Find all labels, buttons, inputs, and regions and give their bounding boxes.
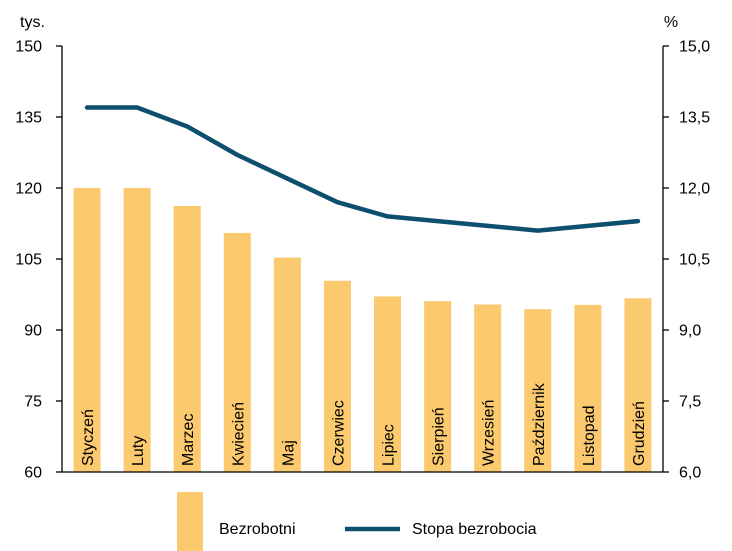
bar [173,205,201,472]
y-tick-label-left: 120 [15,181,42,198]
y-tick-label-left: 75 [24,394,42,411]
bar [123,188,151,472]
legend-label-stopa-bezrobocia: Stopa bezrobocia [412,521,537,538]
x-tick-label: Styczeń [80,409,97,466]
y-tick-label-right: 15,0 [679,39,710,56]
bar [574,304,602,472]
y-tick-label-right: 7,5 [679,394,701,411]
y-tick-label-right: 12,0 [679,181,710,198]
bar [223,232,251,472]
y-tick-label-left: 150 [15,39,42,56]
x-tick-label: Listopad [581,406,598,467]
legend-label-bezrobotni: Bezrobotni [219,521,296,538]
line-path [84,105,641,233]
x-tick-label: Luty [130,436,147,466]
x-tick-label: Czerwiec [330,400,347,466]
y-tick-label-left: 60 [24,465,42,482]
x-tick-label: Maj [280,440,297,466]
x-tick-label: Grudzień [631,401,648,466]
right-axis-unit: % [664,14,678,31]
legend-swatch-bezrobotni [177,492,203,551]
bar [73,188,101,472]
bar [374,296,402,472]
bar-series-bezrobotni: Styczeń Luty Marzec Kwiecień Maj Czerwiec Lipi… [73,188,652,472]
x-tick-label: Wrzesień [481,400,498,466]
line-series-stopa-bezrobocia [84,105,641,233]
left-axis-unit: tys. [20,14,45,31]
bar [474,304,502,472]
y-tick-label-left: 105 [15,252,42,269]
x-tick-label: Sierpień [431,407,448,466]
x-tick-label: Marzec [180,414,197,466]
y-tick-label-right: 13,5 [679,110,710,127]
x-tick-label: Kwiecień [230,402,247,466]
y-tick-label-left: 135 [15,110,42,127]
bar [524,309,552,472]
x-tick-label: Październik [531,382,548,466]
bar [624,298,652,472]
bar [424,301,452,472]
y-tick-label-right: 6,0 [679,465,701,482]
y-tick-label-left: 90 [24,323,42,340]
y-tick-label-right: 9,0 [679,323,701,340]
bar [323,280,351,472]
bar [273,257,301,472]
axes: 60 75 90 105 120 135 150 6,0 7,5 9,0 10,5 12,0 13,5 1… [15,39,710,482]
x-tick-label: Lipiec [381,424,398,466]
legend: Bezrobotni Stopa bezrobocia [177,492,537,551]
y-tick-label-right: 10,5 [679,252,710,269]
